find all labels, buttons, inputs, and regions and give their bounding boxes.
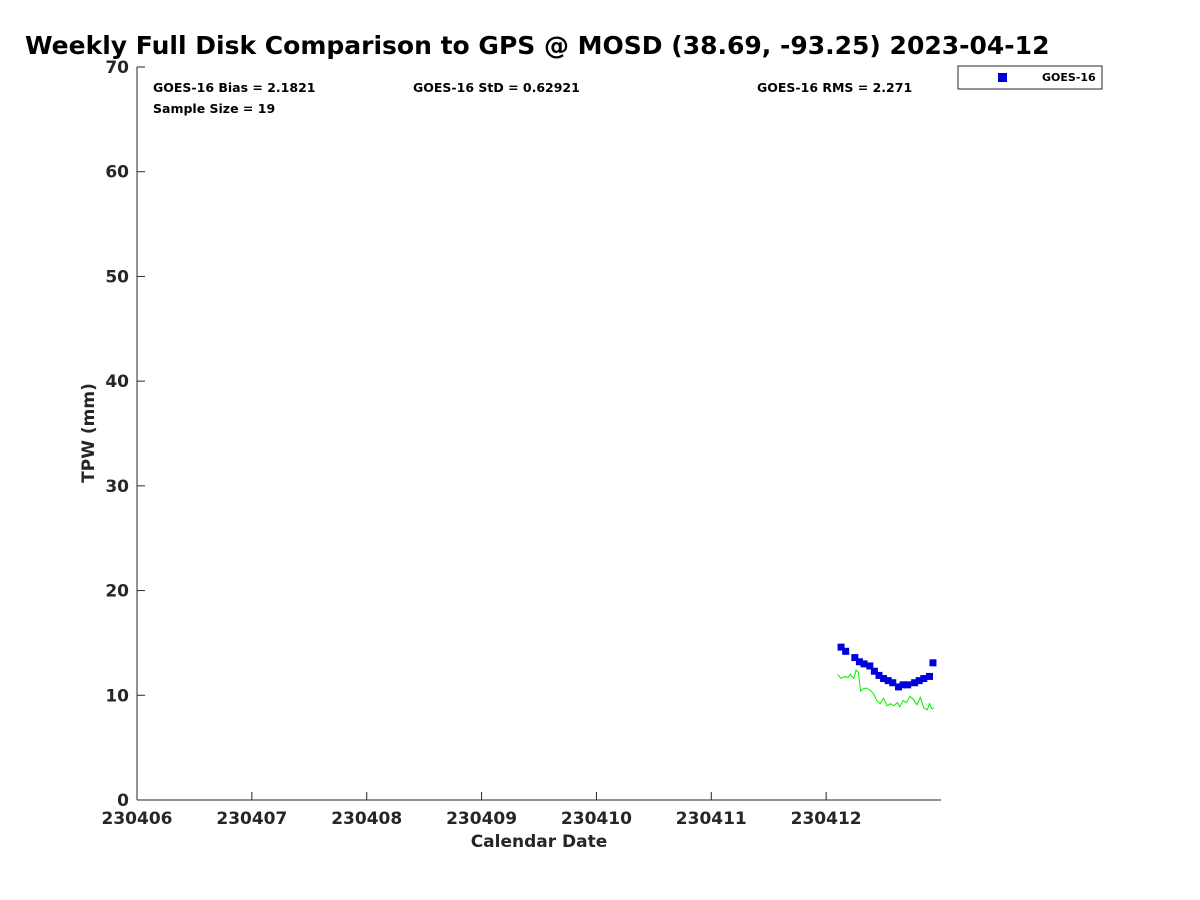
y-tick-label: 50	[105, 267, 129, 287]
bias-stat: GOES-16 Bias = 2.1821	[153, 80, 315, 95]
legend-box	[957, 65, 1103, 90]
goes16-data-point	[926, 672, 934, 680]
y-axis-ticks: 0 10 20 30 40 50 60 70	[105, 58, 145, 811]
y-tick-label: 20	[105, 582, 129, 602]
x-tick-label: 230406	[102, 809, 173, 829]
x-tick-label: 230408	[331, 809, 402, 829]
goes16-data-point	[875, 671, 883, 679]
goes16-data-point	[866, 662, 874, 670]
goes16-data-point	[851, 654, 859, 662]
y-tick-label: 0	[117, 791, 129, 811]
sample-size-stat: Sample Size = 19	[153, 101, 275, 116]
goes16-data-point	[929, 659, 937, 667]
x-tick-label: 230411	[676, 809, 747, 829]
goes16-data-point	[920, 675, 928, 683]
y-tick-label: 40	[105, 372, 129, 392]
gps-reference-line	[837, 669, 935, 711]
goes16-data-point	[895, 683, 903, 691]
y-tick-label: 10	[105, 686, 129, 706]
goes16-data-point	[870, 667, 878, 675]
goes16-data-point	[884, 677, 892, 685]
series-layer	[837, 643, 937, 711]
goes16-data-point	[911, 679, 919, 687]
goes16-data-point	[880, 675, 888, 683]
goes16-data-point	[904, 681, 912, 689]
legend-label: GOES-16	[1042, 71, 1096, 84]
std-stat: GOES-16 StD = 0.62921	[413, 80, 580, 95]
x-tick-label: 230412	[791, 809, 862, 829]
goes16-data-point	[855, 658, 863, 666]
y-axis-label: TPW (mm)	[79, 383, 99, 483]
rms-stat: GOES-16 RMS = 2.271	[757, 80, 912, 95]
goes16-data-point	[837, 643, 845, 651]
goes16-data-point	[860, 660, 868, 668]
x-axis-label: Calendar Date	[471, 832, 608, 852]
plot-area	[136, 67, 941, 801]
x-tick-label: 230407	[216, 809, 287, 829]
x-tick-label: 230410	[561, 809, 632, 829]
x-tick-label: 230409	[446, 809, 517, 829]
y-tick-label: 30	[105, 477, 129, 497]
y-tick-label: 70	[105, 58, 129, 78]
chart-title: Weekly Full Disk Comparison to GPS @ MOS…	[25, 31, 1049, 60]
goes16-data-point	[842, 647, 850, 655]
goes16-data-point	[915, 677, 923, 685]
goes16-data-point	[899, 681, 907, 689]
legend-marker	[998, 73, 1007, 82]
goes16-data-point	[889, 679, 897, 687]
legend: GOES-16	[957, 65, 1103, 90]
x-axis-ticks: 230406 230407 230408 230409 230410 230411 2304…	[102, 792, 862, 829]
y-tick-label: 60	[105, 163, 129, 183]
